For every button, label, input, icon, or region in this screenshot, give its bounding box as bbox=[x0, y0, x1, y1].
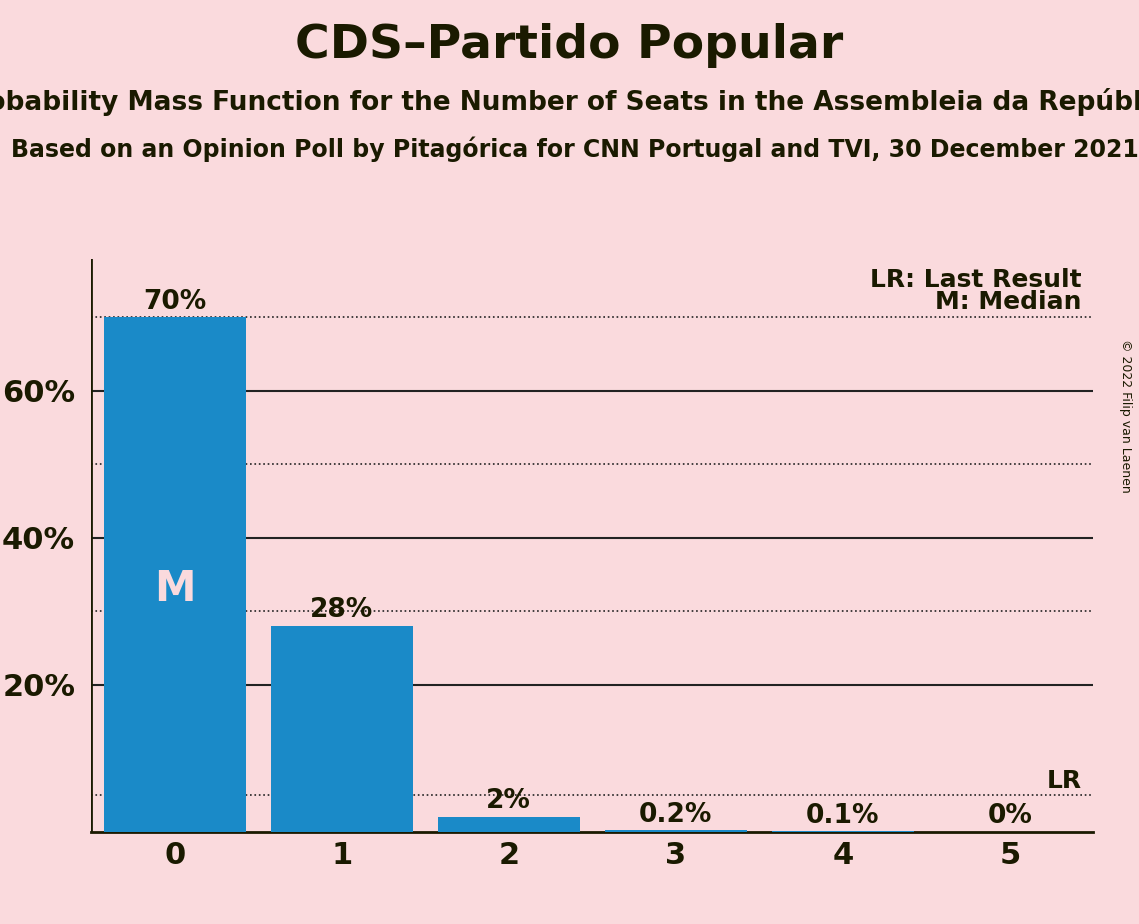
Text: LR: Last Result: LR: Last Result bbox=[870, 268, 1082, 292]
Text: M: M bbox=[154, 568, 196, 610]
Text: M: Median: M: Median bbox=[935, 289, 1082, 313]
Text: 2%: 2% bbox=[486, 788, 531, 814]
Text: 0.2%: 0.2% bbox=[639, 802, 713, 828]
Text: 28%: 28% bbox=[310, 597, 374, 623]
Text: CDS–Partido Popular: CDS–Partido Popular bbox=[295, 23, 844, 68]
Text: 0%: 0% bbox=[988, 803, 1032, 830]
Bar bbox=[605, 830, 747, 832]
Text: © 2022 Filip van Laenen: © 2022 Filip van Laenen bbox=[1118, 339, 1132, 492]
Bar bbox=[271, 626, 412, 832]
Bar bbox=[104, 318, 246, 832]
Text: 0.1%: 0.1% bbox=[806, 803, 879, 829]
Text: Based on an Opinion Poll by Pitagórica for CNN Portugal and TVI, 30 December 202: Based on an Opinion Poll by Pitagórica f… bbox=[11, 137, 1139, 163]
Text: LR: LR bbox=[1047, 769, 1082, 793]
Text: Probability Mass Function for the Number of Seats in the Assembleia da República: Probability Mass Function for the Number… bbox=[0, 88, 1139, 116]
Text: 70%: 70% bbox=[144, 288, 206, 314]
Bar bbox=[437, 817, 580, 832]
